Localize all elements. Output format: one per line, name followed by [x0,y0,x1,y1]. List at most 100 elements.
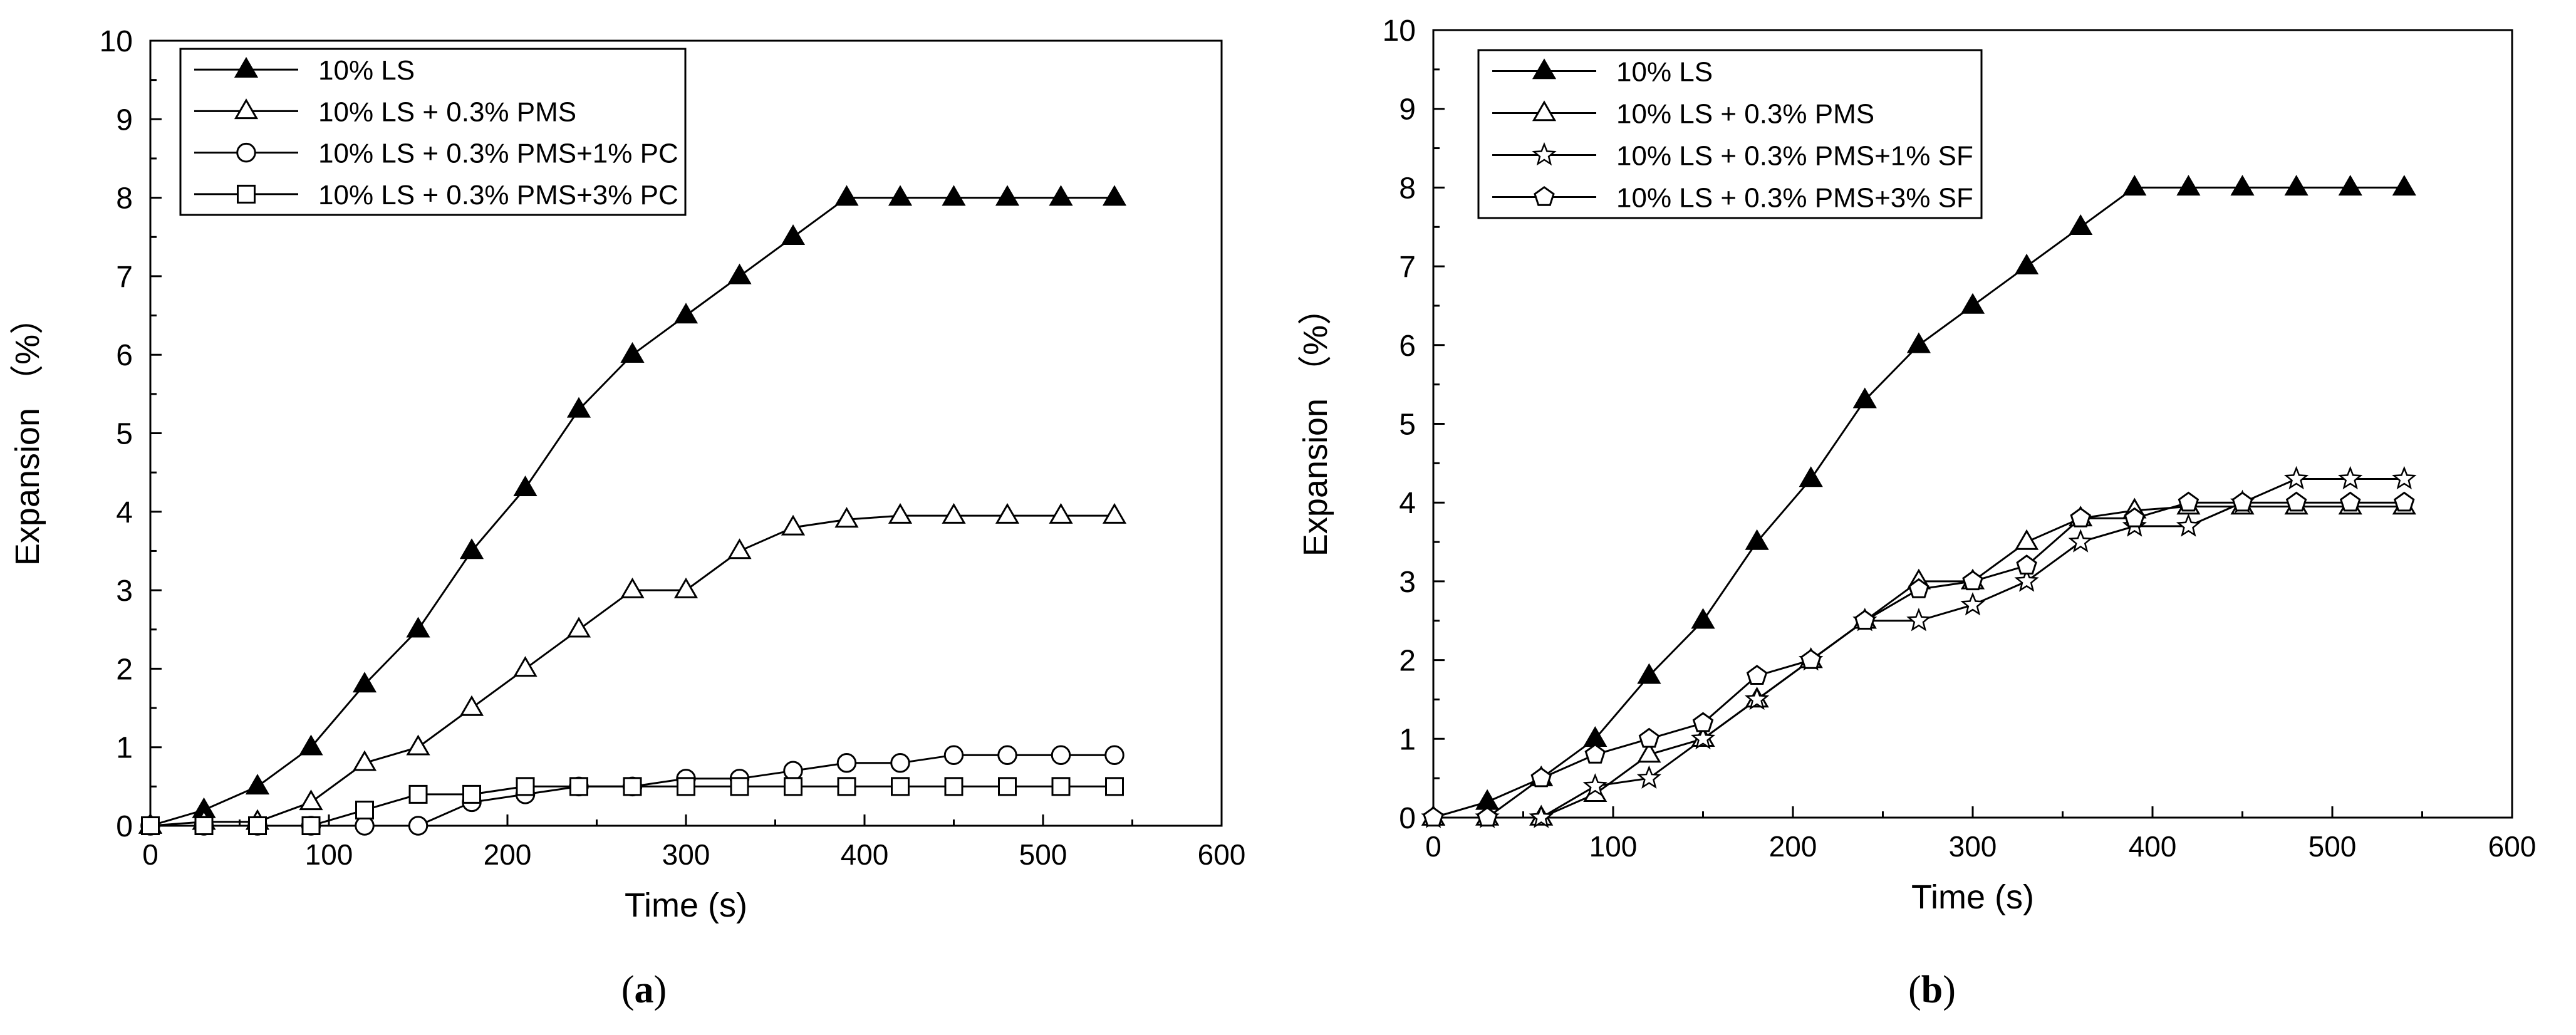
chart-b-series-10-ls-0-3-pms-3-sf-point [2124,507,2146,528]
chart-a-series-10-ls-point [834,185,859,206]
chart-b-legend-label: 10% LS [1616,57,1713,88]
chart-b-series-10-ls-0-3-pms-1-sf-point [1960,592,1985,616]
chart-a-series-10-ls-0-3-pms-3-pc-point [730,777,749,796]
chart-a-y-tick-label: 3 [116,575,133,608]
chart-a-series-10-ls-0-3-pms-3-pc-point [141,816,160,835]
chart-b-series-10-ls-0-3-pms-1-sf-points [1421,465,2417,828]
chart-a-series-10-ls-point [942,185,966,206]
chart-a-series-10-ls-0-3-pms-3-pc-point [194,816,214,835]
chart-b-y-tick-label: 6 [1399,330,1416,363]
chart-a-legend-marker [234,56,259,78]
chart-a-y-tick-label: 2 [116,653,133,686]
chart-a-x-tick-label: 200 [484,838,532,871]
chart-b-series-10-ls-point [1799,466,1823,487]
chart-a-legend-label: 10% LS + 0.3% PMS+1% PC [318,138,678,169]
chart-a-y-tick-label: 1 [116,732,133,765]
chart-a-series-10-ls-0-3-pms-3-pc-point [248,816,267,835]
chart-b-y-tick-label: 9 [1399,93,1416,127]
chart-a-series-10-ls-0-3-pms-point [942,502,966,524]
chart-b-legend-marker [1532,58,1557,80]
chart-b-series-10-ls-point [1637,663,1661,684]
chart-b-series-10-ls-0-3-pms-3-sf-point [2016,554,2037,575]
chart-a-series-10-ls-point [673,303,699,324]
chart-b-series-10-ls-0-3-pms-3-sf-point [1908,578,1929,598]
chart-a-series-10-ls-0-3-pms-point [1102,502,1127,524]
chart-b-series-10-ls-point [2392,175,2416,196]
chart-b-legend-label: 10% LS + 0.3% PMS+3% SF [1616,183,1973,214]
chart-a-series-10-ls-point [620,341,645,363]
chart-b-series-10-ls-0-3-pms-point [2014,529,2039,550]
chart-b-series-10-ls-point [2069,214,2093,235]
chart-b-series-10-ls-0-3-pms-3-sf-point [1584,743,1606,764]
chart-a-series-10-ls-0-3-pms-1-pc-point [1104,745,1124,765]
chart-b-y-axis-label: Expansion （%） [1297,291,1334,556]
chart-a-series-10-ls-0-3-pms-point [727,538,752,559]
chart-b-series-10-ls-0-3-pms-1-sf-point [2283,465,2309,490]
chart-b-series-10-ls-0-3-pms-1-sf-point [2014,568,2039,592]
chart-a-series-10-ls-0-3-pms-point [620,577,645,598]
chart-a-series-10-ls-0-3-pms-point [299,789,323,811]
chart-b-series-10-ls-0-3-pms-1-sf-point [2068,529,2093,553]
chart-b-series-10-ls-0-3-pms-3-sf-point [1477,806,1498,827]
chart-a-series-10-ls-0-3-pms-point [781,514,806,536]
chart-a-x-axis-label: Time (s) [625,887,747,924]
chart-b-legend-marker [1534,185,1555,206]
chart-b-series-10-ls-point [1745,529,1769,550]
chart-b-series-10-ls-0-3-pms-3-sf-point [1962,570,1983,591]
chart-a-series-10-ls-point [566,397,591,418]
chart-b-series-10-ls-0-3-pms-3-sf-point [1746,665,1768,685]
chart-b-series-10-ls-0-3-pms-1-sf-point [2392,465,2417,490]
chart-a-series-10-ls-0-3-pms-1-pc-point [408,816,428,836]
chart-b-x-tick-label: 100 [1589,830,1638,863]
chart-b-series-10-ls-0-3-pms-1-sf-point [2338,465,2363,490]
chart-a-series-10-ls-0-3-pms-3-pc-point [998,777,1017,796]
chart-b-series-10-ls-point [1960,293,1985,314]
chart-a-series-10-ls-0-3-pms-1-pc-point [890,753,910,773]
chart-a-series-10-ls-0-3-pms-point [406,734,430,756]
chart-b-x-tick-label: 0 [1425,830,1441,863]
chart-b-series-10-ls-0-3-pms-3-sf-point [2070,507,2091,528]
chart-b-y-tick-label: 4 [1399,487,1416,520]
chart-b-series-10-ls-0-3-pms-3-sf-point [1423,806,1444,827]
chart-b-y-tick-label: 2 [1399,645,1416,678]
chart-a-legend-marker [237,184,256,204]
chart-b-series-10-ls-point [2176,175,2201,196]
chart-b-series-10-ls-0-3-pms-3-sf-point [2178,491,2199,512]
chart-a-y-tick-label: 0 [116,810,133,843]
chart-a-series-10-ls-0-3-pms-1-pc-point [836,753,857,773]
chart-a-series-10-ls-0-3-pms-point [834,507,859,528]
chart-a-series-10-ls-0-3-pms-3-pc-point [784,777,802,796]
chart-b-series-10-ls-point [1852,387,1877,408]
chart-a-series-10-ls-0-3-pms-3-pc-point [837,777,856,796]
chart-b-x-tick-label: 200 [1769,830,1817,863]
chart-a-y-tick-label: 4 [116,496,133,529]
chart-b-series-10-ls-0-3-pms-1-sf-point [2176,513,2201,537]
chart-b-x-tick-label: 300 [1949,830,1997,863]
chart-b-y-tick-label: 1 [1399,723,1416,756]
chart-b-series-10-ls-0-3-pms-1-sf-line [1433,478,2404,819]
chart-a-x-tick-label: 600 [1198,838,1246,871]
chart-b-y-tick-label: 7 [1399,251,1416,284]
chart-a-y-tick-label: 6 [116,339,133,372]
chart-b-series-10-ls-point [1691,608,1715,629]
chart-a-x-tick-label: 100 [305,838,353,871]
chart-a-x-tick-label: 0 [142,838,158,871]
chart-a-series-10-ls-point [995,185,1020,206]
chart-a-svg: 0 100 200 300 400 500 600 0 1 2 3 4 5 6 7 8 9 10 Time (s) E… [9,25,1246,924]
chart-a-series-10-ls-point [245,774,270,795]
chart-b-legend-marker [1532,100,1557,122]
chart-a-series-10-ls-0-3-pms-3-pc-points [141,777,1124,835]
chart-a-series-10-ls-point [406,616,430,638]
chart-b-series-10-ls-0-3-pms-points [1421,494,2416,826]
chart-a-series-10-ls-0-3-pms-3-pc-point [569,777,588,796]
caption-a-open: ( [621,969,635,1011]
chart-a-y-tick-label: 7 [116,261,133,294]
chart-a-series-10-ls-point [888,185,913,206]
chart-b-series-10-ls-0-3-pms-1-sf-point [1529,804,1554,828]
chart-b-series-10-ls-0-3-pms-3-sf-points [1423,491,2415,827]
chart-b-series-10-ls-0-3-pms-3-sf-point [2394,491,2415,512]
chart-b-series-10-ls-0-3-pms-1-sf-point [1582,773,1607,797]
chart-a-series-10-ls-0-3-pms-point [566,616,591,638]
chart-a-series-10-ls-0-3-pms-1-pc-point [355,816,375,836]
chart-a-y-tick-label: 8 [116,182,133,216]
